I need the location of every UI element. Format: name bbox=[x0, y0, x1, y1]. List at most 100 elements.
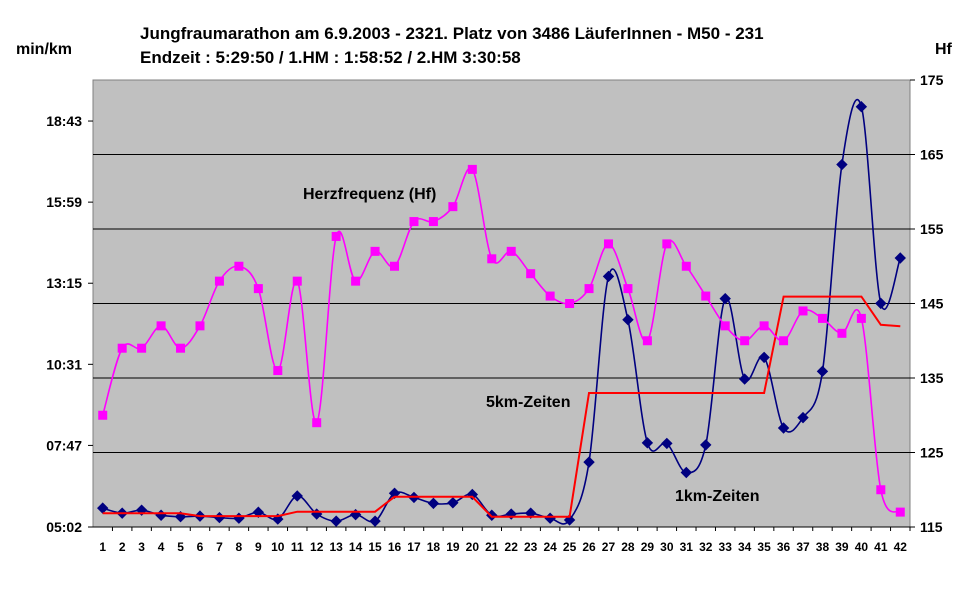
series-hf-point bbox=[409, 217, 419, 227]
right-tick-label: 175 bbox=[920, 72, 944, 88]
x-tick-label: 37 bbox=[796, 540, 810, 554]
x-tick-label: 34 bbox=[738, 540, 752, 554]
series-1km-point bbox=[661, 437, 673, 450]
series-1km-line bbox=[102, 98, 902, 525]
series-hf-point bbox=[642, 336, 652, 346]
x-tick-label: 8 bbox=[236, 540, 243, 554]
x-tick-label: 18 bbox=[427, 540, 441, 554]
series-1km-point bbox=[875, 297, 887, 310]
x-tick-label: 36 bbox=[777, 540, 791, 554]
series-hf-point bbox=[370, 246, 380, 256]
series-hf-point bbox=[448, 202, 458, 212]
series-hf-point bbox=[292, 276, 302, 286]
series-hf-point bbox=[759, 321, 769, 331]
right-axis-label: Hf bbox=[935, 41, 953, 58]
series-hf-point bbox=[156, 321, 166, 331]
x-tick-label: 2 bbox=[119, 540, 126, 554]
x-tick-label: 10 bbox=[271, 540, 285, 554]
series-hf-point bbox=[798, 306, 808, 316]
series-hf-point bbox=[701, 291, 711, 301]
x-tick-label: 35 bbox=[757, 540, 771, 554]
left-tick-label: 18:43 bbox=[46, 113, 82, 129]
series-1km-point bbox=[894, 252, 906, 264]
series-1km-point bbox=[719, 292, 731, 305]
series-hf-point bbox=[234, 261, 244, 271]
x-tick-label: 32 bbox=[699, 540, 713, 554]
series-hf-point bbox=[273, 366, 283, 376]
series-hf-point bbox=[856, 313, 866, 323]
series-hf-point bbox=[623, 284, 633, 294]
series-1km-point bbox=[174, 511, 187, 523]
x-tick-label: 21 bbox=[485, 540, 499, 554]
chart-title-line2: Endzeit : 5:29:50 / 1.HM : 1:58:52 / 2.H… bbox=[140, 48, 521, 67]
series-hf-point bbox=[312, 418, 322, 428]
series-5km-line bbox=[102, 295, 901, 518]
chart-title-line1: Jungfraumarathon am 6.9.2003 - 2321. Pla… bbox=[140, 24, 764, 43]
left-axis-label: min/km bbox=[16, 41, 72, 58]
series-hf-point bbox=[565, 299, 575, 308]
x-tick-label: 38 bbox=[816, 540, 830, 554]
right-tick-label: 145 bbox=[920, 296, 944, 312]
series-1km-point bbox=[816, 365, 829, 378]
series-label-1km: 1km-Zeiten bbox=[675, 488, 759, 505]
series-hf-point bbox=[584, 284, 594, 294]
series-hf-point bbox=[467, 164, 477, 174]
x-tick-label: 41 bbox=[874, 540, 888, 554]
x-tick-label: 9 bbox=[255, 540, 262, 554]
grid bbox=[93, 154, 910, 453]
series-hf-point bbox=[876, 485, 886, 495]
x-tick-label: 30 bbox=[660, 540, 674, 554]
series-hf-point bbox=[331, 231, 341, 241]
x-tick-label: 29 bbox=[641, 540, 655, 554]
series-1km-point bbox=[700, 439, 712, 451]
series-1km-point bbox=[602, 270, 615, 283]
series-hf-point bbox=[98, 410, 108, 420]
series-label-5km: 5km-Zeiten bbox=[486, 394, 570, 411]
left-tick-label: 07:47 bbox=[46, 437, 82, 453]
left-tick-label: 10:31 bbox=[46, 356, 82, 372]
series-hf-point bbox=[137, 343, 147, 353]
series-1km-point bbox=[738, 373, 751, 385]
series-1km-point bbox=[777, 422, 790, 434]
x-tick-label: 25 bbox=[563, 540, 577, 554]
series-1km-point bbox=[252, 506, 265, 518]
series-1km-point bbox=[797, 411, 809, 424]
series-hf-point bbox=[117, 343, 127, 353]
series-hf-point bbox=[837, 328, 847, 338]
x-tick-label: 1 bbox=[99, 540, 106, 554]
series-hf-point bbox=[506, 246, 516, 256]
series-hf-point bbox=[390, 261, 400, 271]
series-hf-point bbox=[779, 336, 789, 346]
series-hf-point bbox=[895, 507, 905, 517]
series-hf-point bbox=[681, 261, 691, 271]
left-tick-label: 05:02 bbox=[46, 519, 82, 535]
series-1km-point bbox=[447, 497, 459, 509]
series-1km-point bbox=[427, 497, 440, 510]
series-hf-point bbox=[195, 321, 205, 331]
x-tick-label: 31 bbox=[680, 540, 694, 554]
series-hf-point bbox=[253, 284, 263, 294]
series-hf-point bbox=[428, 217, 438, 227]
series-1km-point bbox=[388, 487, 401, 499]
x-tick-label: 19 bbox=[446, 540, 460, 554]
series-1km-point bbox=[855, 100, 868, 113]
series-1km-point bbox=[622, 314, 634, 326]
x-tick-label: 28 bbox=[621, 540, 635, 554]
series-1km-point bbox=[330, 515, 342, 527]
x-tick-label: 7 bbox=[216, 540, 223, 554]
series-1km-point bbox=[524, 507, 537, 519]
left-tick-label: 15:59 bbox=[46, 194, 82, 210]
x-tick-label: 22 bbox=[505, 540, 519, 554]
x-axis: 1 2 3 4 5 6 7 8 9 10 11 12 13 14 15 16 17 18 19 20 21 22 23 24 2… bbox=[93, 526, 911, 554]
series-1km-point bbox=[641, 437, 654, 449]
series-1km-point bbox=[758, 351, 770, 364]
x-tick-label: 11 bbox=[291, 540, 304, 554]
series-hf-point bbox=[526, 269, 536, 279]
series-1km-point bbox=[836, 158, 848, 171]
x-tick-label: 33 bbox=[719, 540, 733, 554]
series-hf-point bbox=[214, 276, 224, 286]
right-tick-label: 155 bbox=[920, 221, 944, 237]
x-tick-label: 14 bbox=[349, 540, 363, 554]
x-tick-label: 13 bbox=[329, 540, 343, 554]
